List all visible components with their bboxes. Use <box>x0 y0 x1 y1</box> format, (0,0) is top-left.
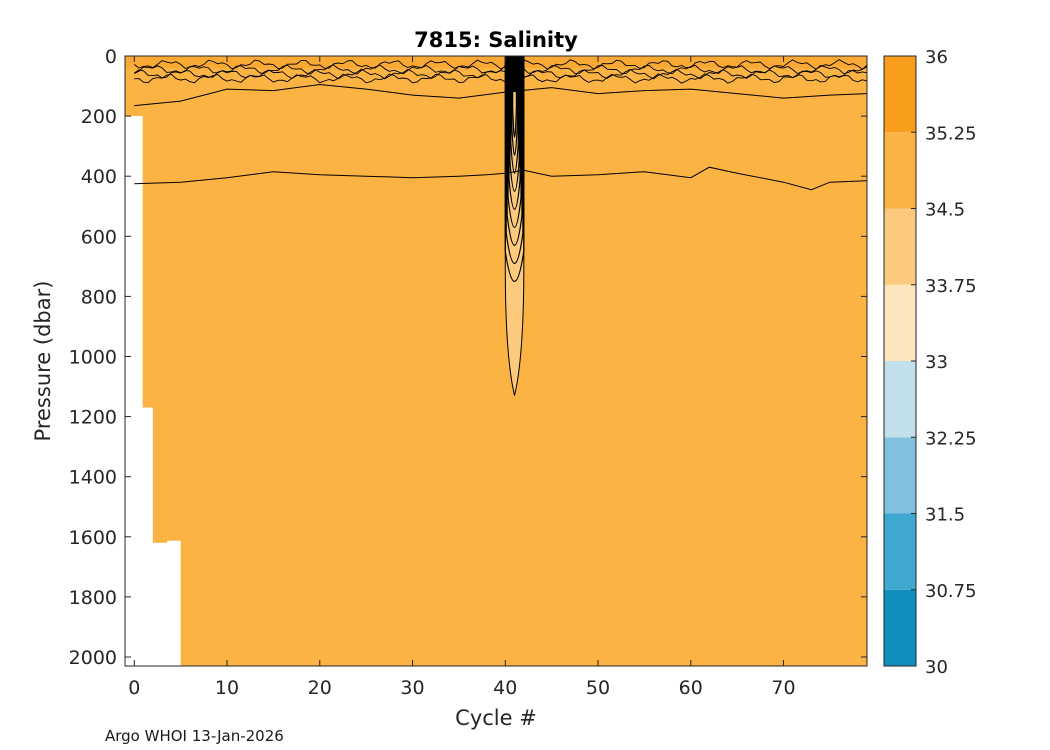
surface-contour-0 <box>134 59 867 70</box>
colorbar-tick-label: 34.5 <box>925 200 965 221</box>
y-tick-label: 1000 <box>69 346 117 368</box>
colorbar-tick-label: 30 <box>925 657 948 678</box>
colorbar-segment <box>884 284 916 361</box>
x-tick-label: 60 <box>679 677 703 699</box>
plot-area <box>124 55 868 667</box>
colorbar-tick-label: 30.75 <box>925 581 977 602</box>
colorbar-segment <box>884 437 916 514</box>
contour-lines <box>134 56 867 283</box>
plume-contour-8 <box>512 56 518 138</box>
salinity-region-1 <box>142 56 154 408</box>
contour-line-0 <box>134 83 867 107</box>
y-axis: 0 200 400 600 800 1000 1200 1400 1600 1800 2000 <box>69 46 867 669</box>
surface-contour-3 <box>134 73 867 84</box>
plume-contour-7 <box>511 56 518 156</box>
y-tick-label: 1800 <box>69 587 117 609</box>
x-axis: 0 10 20 30 40 50 60 70 <box>128 56 796 699</box>
y-tick-label: 200 <box>81 106 117 128</box>
colorbar-tick-label: 33 <box>925 352 948 373</box>
x-tick-label: 40 <box>493 677 517 699</box>
colorbar-tick-label: 35.25 <box>925 123 977 144</box>
colorbar-segment <box>884 589 916 666</box>
colorbar-segment <box>884 361 916 438</box>
colorbar: 30 30.75 31.5 32.25 33 33.75 34.5 35.25 36 <box>883 47 977 678</box>
colorbar-tick-label: 36 <box>925 47 948 68</box>
colorbar-segment <box>884 208 916 285</box>
x-tick-label: 30 <box>400 677 424 699</box>
colorbar-tick-label: 33.75 <box>925 276 977 297</box>
colorbar-segment <box>884 56 916 133</box>
plume-contour-0 <box>504 56 525 283</box>
y-tick-label: 1400 <box>69 467 117 489</box>
y-tick-label: 1200 <box>69 407 117 429</box>
colorbar-segment <box>884 513 916 590</box>
y-tick-label: 400 <box>81 166 117 188</box>
plume-contour-4 <box>508 56 521 210</box>
y-axis-label: Pressure (dbar) <box>31 281 55 442</box>
colorbar-tick-label: 32.25 <box>925 428 977 449</box>
salinity-region-2 <box>152 56 168 543</box>
plume-contour-3 <box>507 56 522 228</box>
salinity-field <box>125 56 867 666</box>
y-tick-label: 2000 <box>69 647 117 669</box>
plume-contour-6 <box>510 56 519 174</box>
y-tick-label: 800 <box>81 286 117 308</box>
y-tick-label: 0 <box>105 46 117 68</box>
x-axis-label: Cycle # <box>455 706 537 730</box>
y-tick-label: 600 <box>81 226 117 248</box>
plume-contour-1 <box>505 56 524 264</box>
colorbar-tick-label: 31.5 <box>925 505 965 526</box>
x-tick-label: 20 <box>308 677 332 699</box>
x-tick-label: 10 <box>215 677 239 699</box>
plot-frame <box>124 55 868 667</box>
footer-credit: Argo WHOI 13-Jan-2026 <box>105 727 284 745</box>
plume-contour-2 <box>506 56 523 246</box>
x-tick-label: 0 <box>128 677 140 699</box>
y-tick-label: 1600 <box>69 527 117 549</box>
colorbar-segment <box>884 132 916 209</box>
x-tick-label: 50 <box>586 677 610 699</box>
chart-title: 7815: Salinity <box>414 28 578 52</box>
plume-contour-5 <box>509 56 520 192</box>
plume-core <box>508 56 521 93</box>
salinity-region-3 <box>166 56 182 541</box>
contour-line-1 <box>134 166 867 191</box>
x-tick-label: 70 <box>771 677 795 699</box>
